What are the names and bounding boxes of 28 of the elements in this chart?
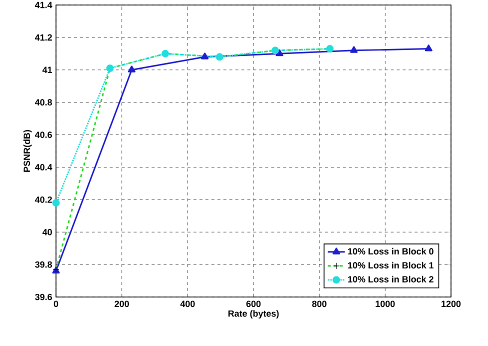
point — [424, 44, 432, 52]
point — [128, 66, 136, 72]
legend-label: 10% Loss in Block 1 — [348, 262, 434, 268]
x-tick-label: 0 — [54, 300, 58, 308]
y-tick-label: 40.8 — [34, 99, 52, 106]
legend-label: 10% Loss in Block 2 — [348, 276, 434, 282]
x-tick-label: 600 — [246, 300, 261, 308]
x-tick-label: 1200 — [442, 300, 461, 308]
x-tick-label: 1000 — [376, 300, 395, 308]
y-tick-label: 40.4 — [34, 164, 52, 170]
y-tick-label: 39.6 — [35, 294, 52, 300]
x-axis-title: Rate (bytes) — [228, 310, 279, 318]
y-tick-label: 41 — [42, 66, 52, 73]
x-tick-label: 400 — [180, 300, 195, 308]
x-tick-label: 800 — [312, 300, 326, 308]
x-tick-label: 200 — [114, 300, 129, 308]
y-tick-label: 40.6 — [34, 132, 52, 138]
point — [350, 46, 358, 53]
y-tick-label: 40.2 — [34, 196, 52, 203]
y-tick-label: 40 — [42, 228, 52, 236]
point — [276, 49, 284, 56]
y-tick-label: 41.2 — [34, 34, 52, 41]
point — [201, 52, 209, 60]
point — [52, 199, 60, 207]
y-tick-label: 41.4 — [34, 2, 52, 8]
legend-label: 10% Loss in Block 0 — [348, 248, 434, 255]
y-tick-label: 39.8 — [35, 261, 52, 268]
y-axis-title: PSNR(dB) — [23, 130, 32, 172]
